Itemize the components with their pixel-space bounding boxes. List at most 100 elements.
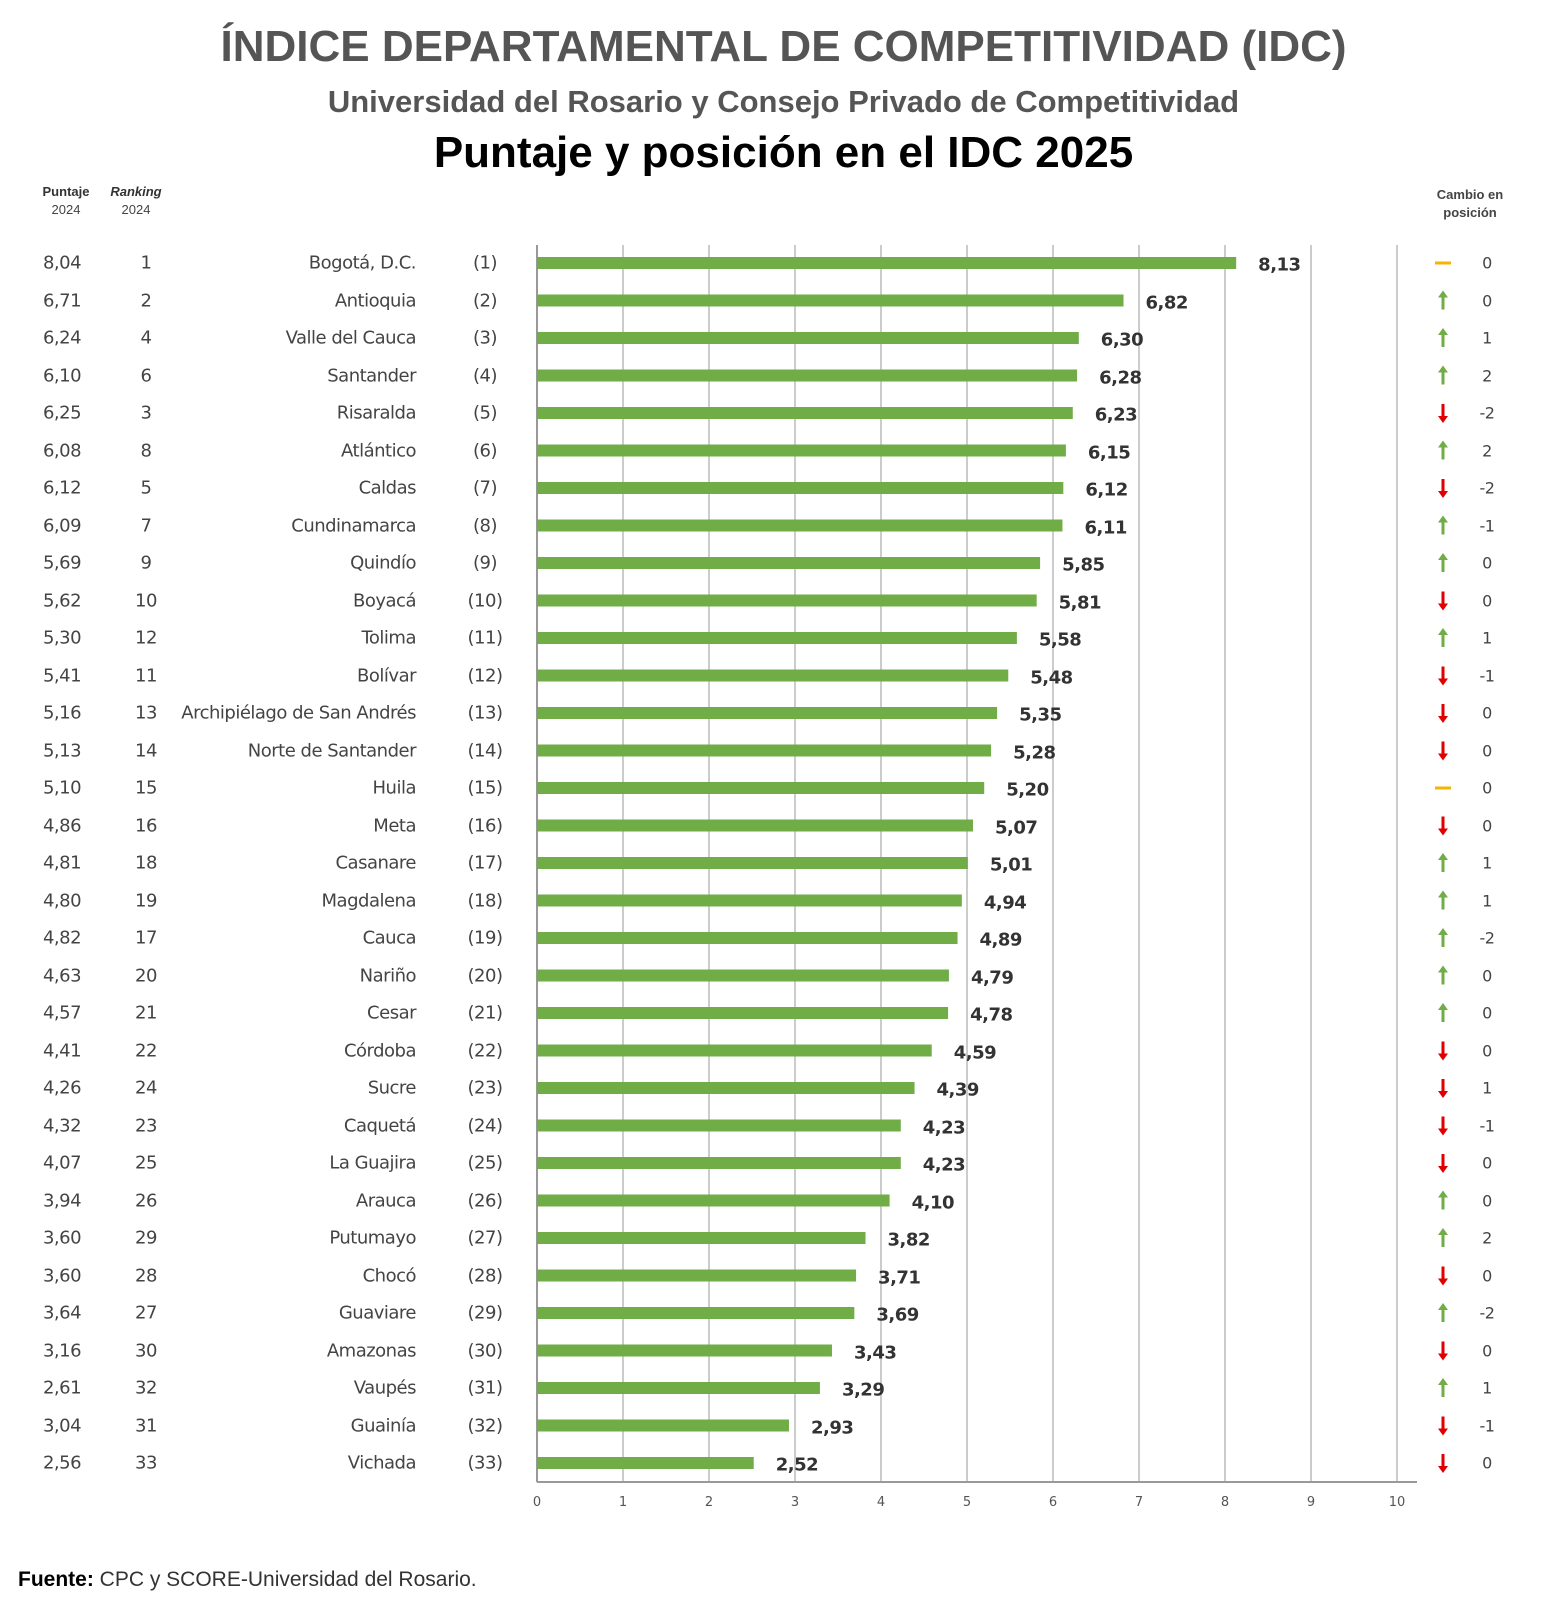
score-2024: 4,82 (42, 927, 82, 949)
value-label: 4,94 (983, 892, 1027, 913)
value-label: 3,82 (887, 1229, 931, 1251)
position-change: 0 (1482, 291, 1492, 310)
value-label: 5,58 (1038, 629, 1082, 651)
rank-2024: 3 (140, 402, 152, 424)
score-2024: 4,86 (42, 815, 82, 836)
value-label: 4,89 (979, 929, 1023, 951)
rank-2025: (1) (473, 252, 498, 274)
department-name: Caquetá (343, 1115, 417, 1136)
arrow-up-icon (1438, 1003, 1448, 1022)
score-2024: 6,25 (42, 402, 82, 424)
rank-2025: (6) (473, 440, 498, 461)
arrow-down-icon (1438, 1266, 1448, 1286)
department-name: Risaralda (336, 402, 417, 424)
department-name: Bogotá, D.C. (308, 252, 417, 274)
bar (537, 1232, 866, 1244)
department-name: Cauca (362, 927, 417, 949)
department-name: La Guajira (329, 1152, 416, 1174)
department-name: Guainía (350, 1415, 417, 1436)
score-2024: 4,63 (42, 965, 82, 986)
department-name: Caldas (358, 477, 417, 499)
department-name: Guaviare (338, 1302, 417, 1324)
score-2024: 5,30 (42, 627, 82, 649)
position-change: 1 (1482, 328, 1492, 348)
score-2024: 4,32 (42, 1115, 82, 1136)
rank-2024: 2 (140, 290, 152, 311)
value-label: 6,28 (1099, 367, 1142, 388)
position-change: 1 (1482, 1078, 1492, 1098)
rank-2024: 26 (135, 1190, 157, 1211)
rank-2024: 13 (135, 702, 157, 724)
chart-title: Puntaje y posición en el IDC 2025 (433, 128, 1134, 177)
department-name: Sucre (367, 1077, 417, 1099)
bar (537, 932, 958, 944)
arrow-down-icon (1438, 479, 1448, 498)
no-change-dash-icon (1435, 261, 1451, 265)
arrow-down-icon (1438, 1454, 1448, 1473)
rank-2024: 24 (135, 1077, 157, 1099)
bar (537, 1044, 932, 1057)
value-label: 6,23 (1094, 404, 1138, 426)
score-2024: 2,56 (42, 1452, 82, 1474)
value-label: 5,01 (989, 854, 1033, 876)
rank-2025: (26) (467, 1190, 503, 1211)
arrow-down-icon (1438, 1041, 1448, 1061)
rank-2025: (28) (467, 1265, 503, 1286)
rank-2025: (2) (473, 290, 498, 311)
department-name: Cundinamarca (291, 515, 416, 536)
rank-2025: (21) (467, 1002, 503, 1024)
position-change: 1 (1482, 1378, 1492, 1398)
bar (537, 294, 1124, 307)
position-change: 0 (1482, 778, 1492, 798)
value-label: 3,71 (878, 1267, 921, 1288)
header-rank-2024: Ranking 2024 (104, 183, 168, 219)
rank-2025: (23) (467, 1077, 503, 1099)
bar (537, 482, 1064, 494)
value-label: 3,29 (841, 1379, 885, 1401)
score-2024: 4,26 (42, 1077, 82, 1099)
arrow-down-icon (1438, 741, 1448, 761)
rank-2025: (5) (473, 402, 498, 424)
rank-2024: 9 (140, 552, 152, 574)
x-tick-label: 1 (619, 1495, 627, 1510)
position-change: 0 (1482, 966, 1492, 985)
arrow-up-icon (1438, 328, 1448, 347)
score-2024: 3,16 (42, 1340, 82, 1361)
position-change: 0 (1482, 816, 1492, 835)
score-2024: 4,41 (42, 1040, 82, 1061)
header-change-line1: Cambio en (1436, 187, 1504, 202)
rank-2024: 22 (135, 1040, 157, 1061)
department-name: Archipiélago de San Andrés (181, 702, 416, 724)
x-tick-label: 5 (963, 1495, 971, 1510)
bar (537, 707, 998, 719)
position-change: -2 (1479, 928, 1495, 948)
score-2024: 3,04 (42, 1415, 82, 1436)
department-name: Cesar (367, 1002, 416, 1024)
score-2024: 5,69 (42, 552, 82, 574)
rank-2024: 14 (135, 740, 157, 761)
bar (537, 1119, 901, 1132)
value-label: 4,59 (953, 1042, 997, 1063)
rank-2024: 21 (135, 1002, 157, 1024)
bar (537, 557, 1041, 569)
position-change: 0 (1482, 1153, 1492, 1173)
department-name: Amazonas (326, 1340, 417, 1361)
value-label: 5,81 (1058, 592, 1102, 613)
position-change: 0 (1482, 1041, 1492, 1060)
value-label: 4,78 (970, 1004, 1013, 1026)
rank-2024: 10 (135, 590, 157, 611)
arrow-down-icon (1438, 404, 1448, 423)
score-2024: 5,62 (42, 590, 82, 611)
rank-2025: (16) (467, 815, 503, 836)
arrow-down-icon (1438, 1116, 1448, 1136)
rank-2025: (3) (473, 327, 498, 349)
header-change: Cambio en posición (1428, 186, 1512, 222)
department-name: Atlántico (341, 440, 416, 461)
rank-2024: 18 (135, 852, 157, 874)
rank-2025: (11) (467, 627, 503, 649)
rank-2024: 6 (140, 365, 152, 386)
rank-2025: (4) (473, 365, 498, 386)
source-label: Fuente: (18, 1568, 94, 1591)
subtitle: Universidad del Rosario y Consejo Privad… (327, 84, 1240, 119)
x-tick-label: 8 (1221, 1495, 1229, 1510)
